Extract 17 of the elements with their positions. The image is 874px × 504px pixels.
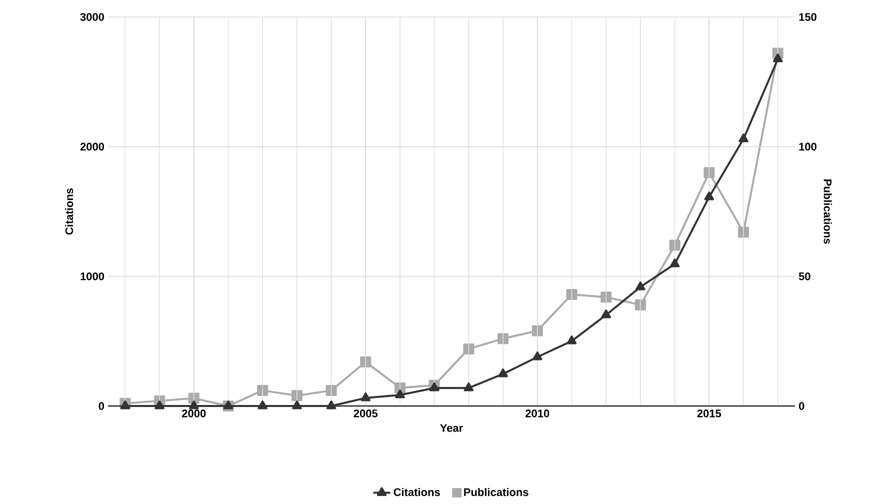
x-axis-title: Year	[440, 424, 463, 432]
y-tick-label: 0	[98, 402, 104, 410]
legend-label: Publications	[464, 488, 528, 496]
legend-label: Citations	[394, 488, 440, 496]
y2-axis-title: Publications	[824, 180, 832, 244]
y2-tick-label: 150	[799, 13, 816, 21]
y-tick-label: 2000	[80, 142, 104, 151]
x-tick-label: 2010	[526, 410, 550, 418]
y2-tick-label: 100	[799, 142, 816, 151]
x-tick-label: 2015	[697, 410, 722, 418]
y-axis-title: Citations	[65, 188, 74, 235]
y2-tick-label: 50	[798, 272, 810, 280]
x-tick-label: 2000	[182, 410, 206, 418]
y2-tick-label: 0	[798, 402, 804, 410]
x-tick-label: 2005	[354, 410, 378, 418]
y-tick-label: 1000	[80, 272, 104, 280]
y-tick-label: 3000	[80, 13, 104, 21]
